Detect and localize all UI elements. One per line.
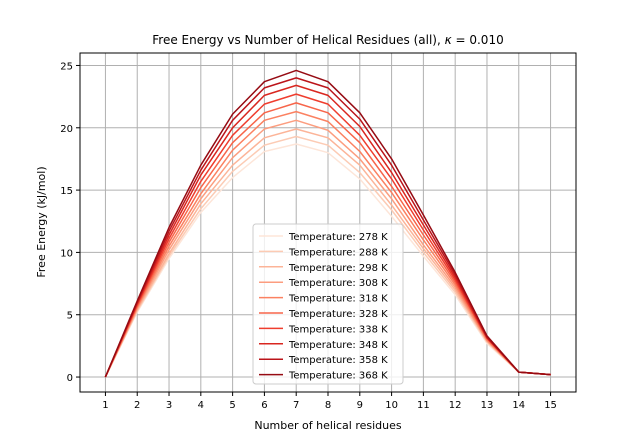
legend-label-4: Temperature: 308 K: [288, 278, 388, 289]
x-tick-label: 14: [512, 400, 525, 411]
series-line-1: [104, 143, 551, 378]
x-tick-label: 11: [417, 400, 430, 411]
x-axis-label: Number of helical residues: [254, 419, 402, 432]
y-tick-label: 15: [60, 186, 73, 197]
series-line-5: [104, 110, 551, 378]
legend-label-3: Temperature: 298 K: [288, 263, 388, 274]
chart-title: Free Energy vs Number of Helical Residue…: [152, 33, 503, 47]
y-axis-label: Free Energy (kJ/mol): [35, 166, 48, 277]
legend-label-8: Temperature: 348 K: [288, 340, 388, 351]
x-tick-label: 8: [325, 400, 331, 411]
y-tick-label: 10: [60, 248, 73, 259]
legend-label-2: Temperature: 288 K: [288, 247, 388, 258]
series-lines: [104, 69, 551, 378]
legend-label-1: Temperature: 278 K: [288, 232, 388, 243]
y-tick-label: 5: [67, 311, 73, 322]
x-tick-label: 1: [102, 400, 108, 411]
x-tick-label: 15: [544, 400, 557, 411]
x-tick-label: 5: [229, 400, 235, 411]
x-tick-label: 6: [261, 400, 267, 411]
x-tick-label: 7: [293, 400, 299, 411]
legend-label-7: Temperature: 338 K: [288, 324, 388, 335]
series-line-10: [104, 69, 551, 378]
y-tick-label: 0: [67, 373, 73, 384]
series-line-2: [104, 135, 551, 378]
x-tick-label: 2: [134, 400, 140, 411]
x-tick-label: 4: [198, 400, 204, 411]
series-line-7: [104, 93, 551, 378]
y-tick-label: 25: [60, 61, 73, 72]
series-line-4: [104, 119, 551, 378]
legend: Temperature: 278 K Temperature: 288 K Temp…: [252, 223, 404, 385]
x-tick-label: 12: [449, 400, 462, 411]
legend-label-10: Temperature: 368 K: [288, 371, 388, 382]
legend-label-6: Temperature: 328 K: [288, 309, 388, 320]
x-tick-label: 13: [481, 400, 494, 411]
x-tick-label: 9: [357, 400, 363, 411]
x-tick-label: 3: [166, 400, 172, 411]
legend-box: [252, 223, 404, 385]
legend-label-5: Temperature: 318 K: [288, 294, 388, 305]
x-tick-label: 10: [385, 400, 398, 411]
y-tick-label: 20: [60, 124, 73, 135]
title-kappa-symbol: κ: [445, 33, 453, 47]
legend-label-9: Temperature: 358 K: [288, 355, 388, 366]
